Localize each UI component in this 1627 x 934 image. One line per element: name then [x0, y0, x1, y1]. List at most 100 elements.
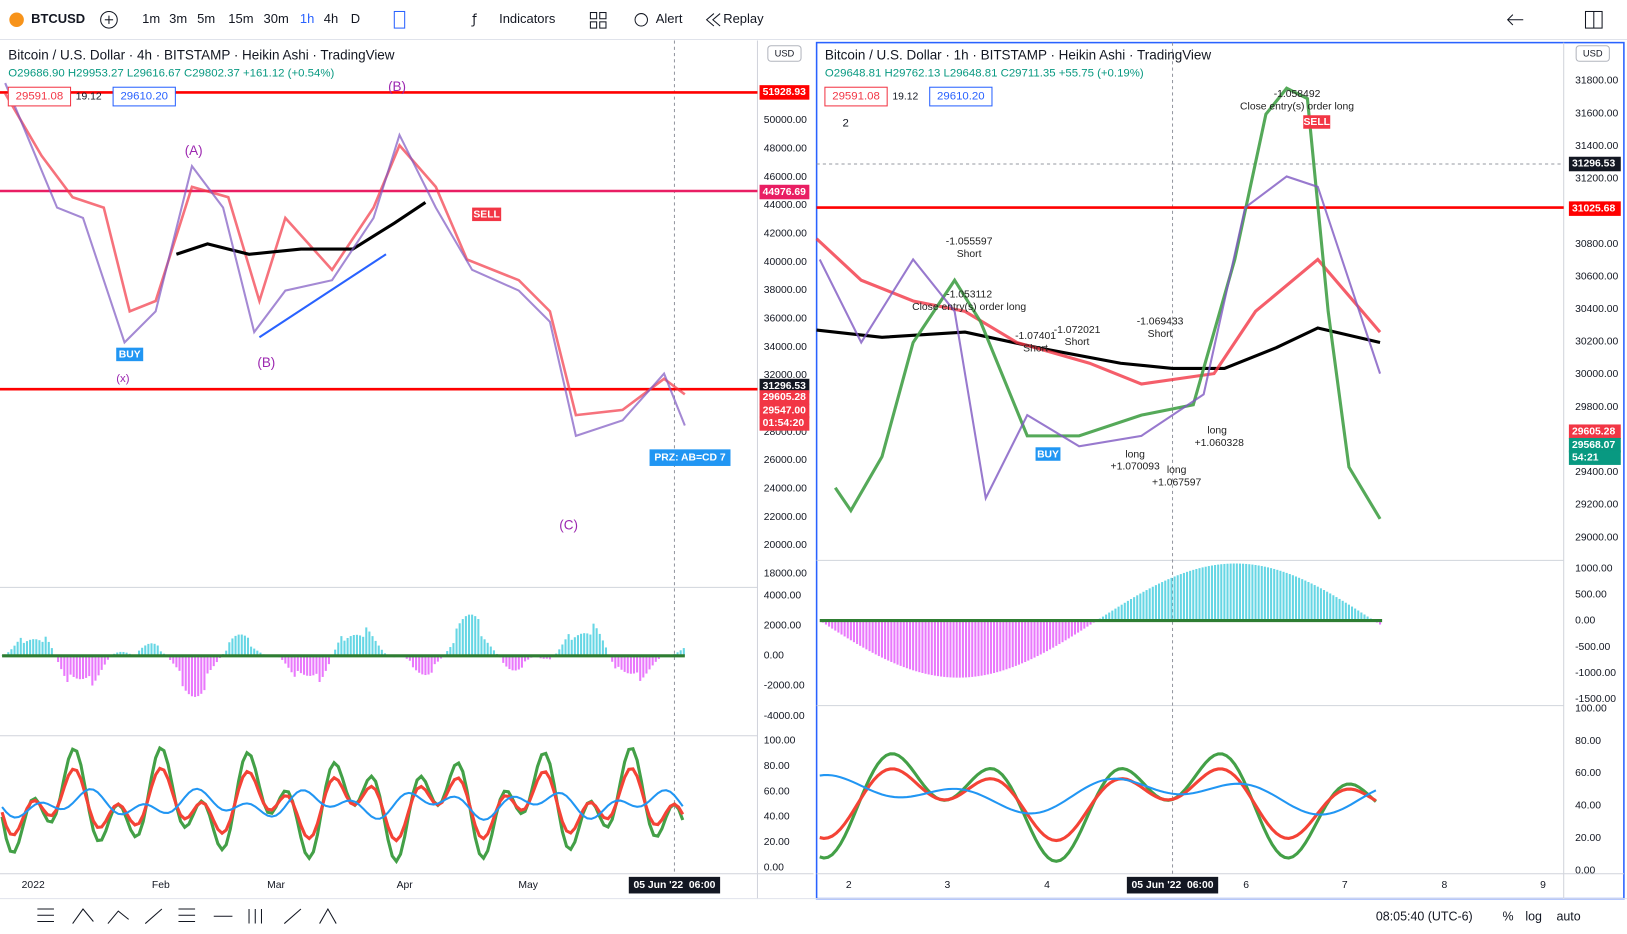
spread: 19.12 [76, 91, 102, 102]
buy-signal: BUY [1037, 449, 1059, 460]
axis-label: 1000.00 [1575, 563, 1613, 574]
ohlc: O29648.81 H29762.13 L29648.81 C29711.35 … [825, 68, 1144, 80]
price-tag-label: 31296.53 [1572, 159, 1615, 170]
sell-signal: SELL [473, 210, 500, 221]
indicators-icon: ƒ [471, 12, 477, 27]
price-tag [759, 416, 810, 431]
toolbar [0, 0, 1627, 40]
price-series [818, 175, 1382, 502]
annotation: -1.053112 [946, 289, 992, 300]
axis-label: 30800.00 [1575, 239, 1618, 250]
price-tag [1568, 437, 1621, 453]
interval-button[interactable]: 15m [228, 11, 253, 26]
interval-button[interactable]: 30m [264, 11, 289, 26]
axis-label: 28000.00 [764, 427, 807, 438]
axis-label: 20.00 [764, 837, 790, 848]
time-label: 2 [846, 880, 852, 891]
price-tag [1568, 201, 1621, 216]
crosshair-tag [628, 876, 721, 894]
axis-label: 30600.00 [1575, 271, 1618, 282]
interval-button[interactable]: 5m [197, 11, 215, 26]
time-label: Apr [397, 880, 414, 891]
time-label: Feb [152, 880, 170, 891]
layers: 2 [843, 118, 849, 130]
compare-button[interactable] [100, 10, 118, 29]
annotation: (B) [257, 355, 275, 370]
time-label: 2022 [22, 880, 45, 891]
time-label: 9 [1540, 880, 1546, 891]
axis-label: 20000.00 [764, 540, 807, 551]
annotation: -1.07401 [1015, 331, 1056, 342]
interval-button[interactable]: 1m [142, 11, 160, 26]
axis-label: 38000.00 [764, 285, 807, 296]
moving-average [815, 237, 1382, 386]
sell-signal: SELL [1304, 117, 1331, 128]
interval-button[interactable]: 1h [300, 11, 314, 26]
currency: USD [775, 48, 795, 58]
interval-button[interactable]: 3m [169, 11, 187, 26]
axis-label: 0.00 [764, 862, 784, 873]
price-tag-label: 29605.28 [763, 392, 806, 403]
price-series [4, 82, 686, 438]
chart-type[interactable] [393, 10, 406, 29]
axis-label: 50000.00 [764, 115, 807, 126]
interval-button[interactable]: D [351, 11, 360, 26]
price-tag-label: 31025.68 [1572, 203, 1615, 214]
annotation: -1.058492 [1274, 89, 1321, 100]
log-toggle[interactable]: log [1525, 910, 1542, 924]
axis-label: 31800.00 [1575, 76, 1618, 87]
crosshair-time: 05 Jun '22 06:00 [633, 880, 715, 891]
time-label: 7 [1342, 880, 1348, 891]
annotation: -1.069433 [1137, 316, 1184, 327]
time-label: May [518, 880, 538, 891]
annotation: long [1207, 425, 1227, 436]
price-tag-label: 29568.07 [1572, 440, 1615, 451]
axis-label: 4000.00 [764, 590, 802, 601]
crosshair-tag [1126, 876, 1219, 894]
time-label: 6 [1243, 880, 1249, 891]
axis-label: 80.00 [1575, 736, 1601, 747]
axis-label: -500.00 [1575, 642, 1610, 653]
axis-label: 31400.00 [1575, 141, 1618, 152]
annotation: PRZ: AB=CD 7 [654, 452, 726, 463]
auto-toggle[interactable]: auto [1556, 910, 1580, 924]
axis-label: -4000.00 [764, 711, 805, 722]
replay-button[interactable]: Replay [723, 11, 764, 26]
price-tag [1568, 424, 1621, 439]
annotation: -1.055597 [946, 237, 993, 248]
price-tag-label: 29605.28 [1572, 426, 1615, 437]
annotation: +1.067597 [1152, 477, 1201, 488]
annotation: long [1167, 465, 1187, 476]
axis-label: 46000.00 [764, 172, 807, 183]
price-tag-label: 51928.93 [763, 87, 806, 98]
rsi-line [0, 766, 685, 843]
annotation: (B) [388, 79, 406, 94]
rsi-line [1, 787, 684, 821]
axis-label: 100.00 [764, 736, 796, 747]
undo[interactable] [1506, 14, 1524, 26]
interval-button[interactable]: 4h [324, 11, 338, 26]
axis-label: 30400.00 [1575, 304, 1618, 315]
axis-label: 48000.00 [764, 144, 807, 155]
currency-box [767, 45, 802, 62]
buy-signal: BUY [119, 350, 141, 361]
ask-box [929, 86, 993, 107]
axis-label: 32000.00 [764, 370, 807, 381]
axis-label: 18000.00 [764, 569, 807, 580]
annotation: Short [1148, 329, 1173, 340]
axis-label: 22000.00 [764, 512, 807, 523]
axis-label: 2000.00 [764, 620, 802, 631]
rsi-line [819, 774, 1377, 816]
indicators-button[interactable]: Indicators [499, 11, 556, 26]
axis-label: 24000.00 [764, 484, 807, 495]
percent-toggle[interactable]: % [1502, 910, 1513, 924]
clock: 08:05:40 (UTC-6) [1376, 910, 1473, 924]
axis-label: 500.00 [1575, 590, 1607, 601]
axis-label: 34000.00 [764, 342, 807, 353]
symbol[interactable]: BTCUSD [31, 11, 85, 26]
axis-label: 0.00 [764, 651, 784, 662]
currency: USD [1583, 48, 1603, 58]
price-tag [759, 403, 810, 419]
alert-button[interactable]: Alert [656, 11, 683, 26]
